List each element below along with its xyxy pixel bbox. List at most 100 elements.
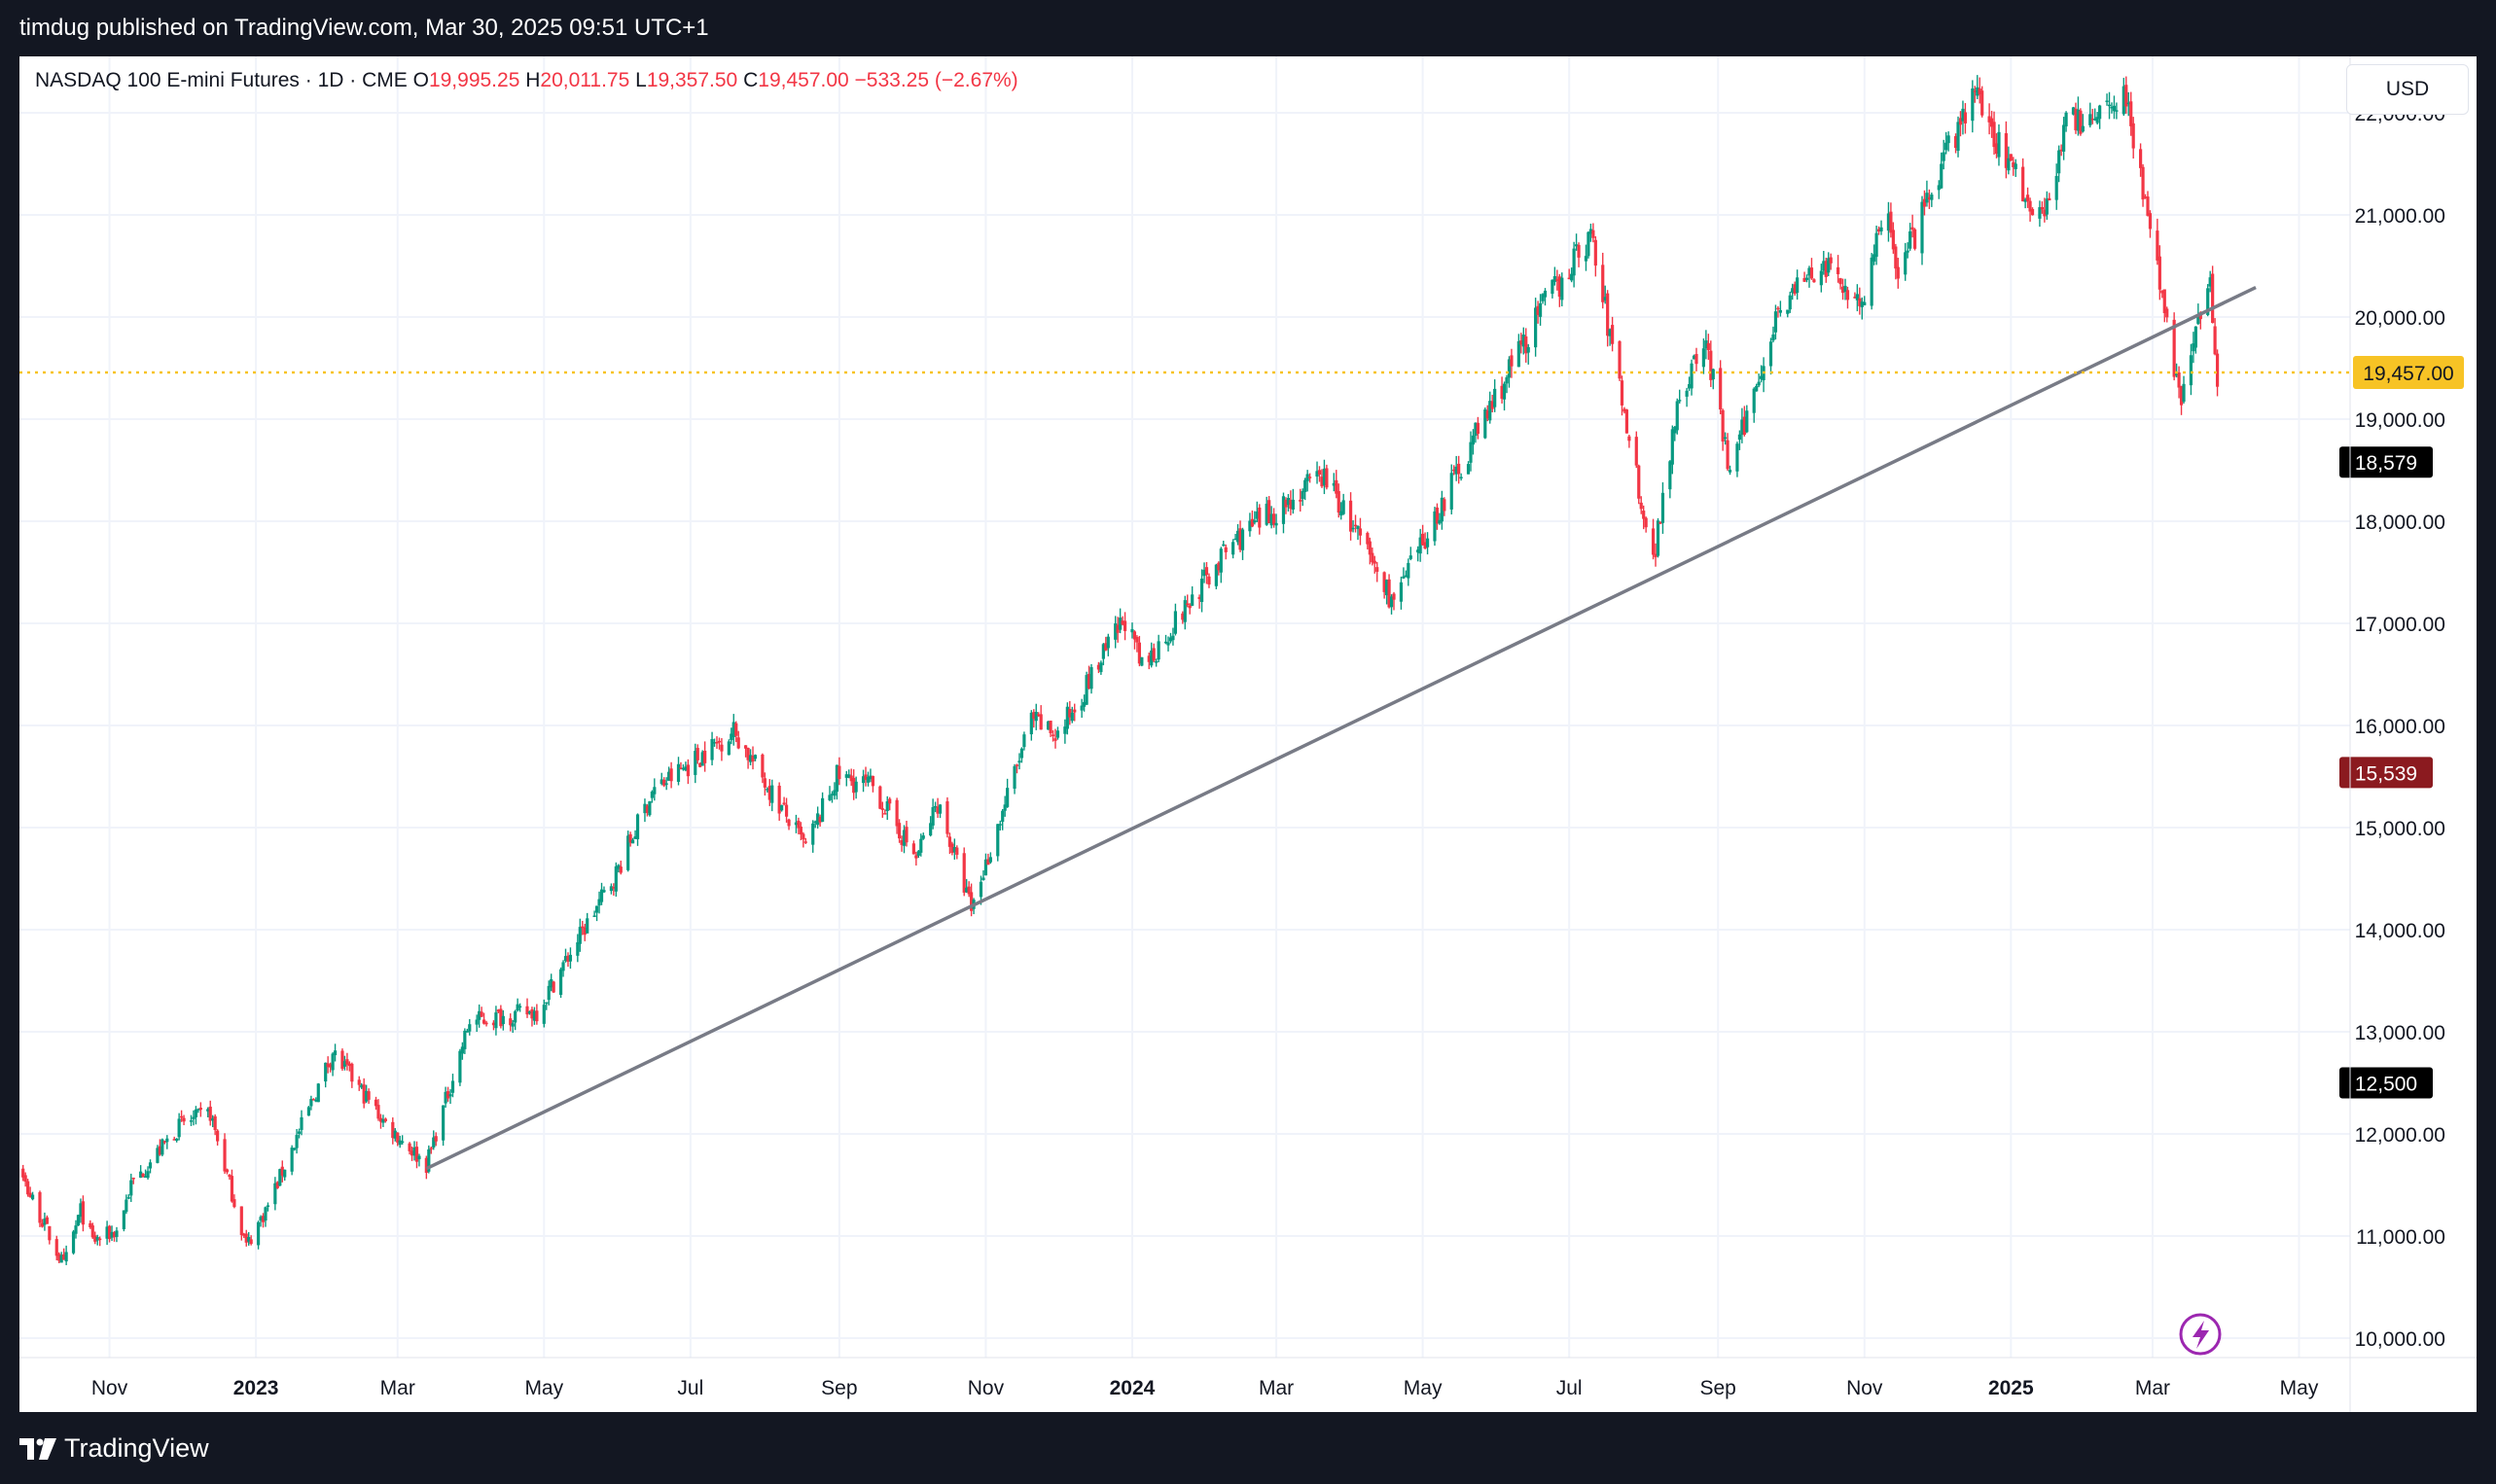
candle-body [480,1011,483,1017]
candle-body [983,859,988,876]
candle-body [1065,706,1069,729]
candle-body [947,836,952,847]
low-label: L [635,69,647,91]
candle-body [1896,266,1900,279]
candle-body [1704,340,1708,349]
candle-body [2081,125,2085,132]
candle-body [833,790,837,796]
candle-body [1399,582,1404,602]
candle-body [2098,105,2102,120]
candle-body [290,1148,294,1172]
price-tick-label: 20,000.00 [2355,307,2445,330]
candle-body [2206,288,2210,315]
candle-body [761,754,765,778]
candle-body [432,1137,436,1148]
candle-body [1443,499,1446,512]
candle-body [861,776,866,784]
candle-body [266,1205,270,1207]
candle-body [1404,575,1408,578]
candle-body [2079,110,2083,134]
candle-body [1963,112,1968,124]
candle-body [1855,294,1859,300]
candle-body [803,841,807,843]
candle-body [1719,368,1723,410]
candle-body [2131,123,2135,149]
candle-body [509,1018,513,1026]
candle-body [1202,569,1206,577]
candle-body [1771,334,1775,341]
candle-body [784,804,789,817]
candle-body [211,1118,215,1121]
candle-body [830,794,835,795]
candle-body [518,1006,522,1008]
candle-body [468,1024,472,1032]
candle-body [1034,712,1038,722]
candle-body [345,1059,349,1065]
candle-body [838,765,841,780]
candle-body [1721,409,1725,442]
high-value: 20,011.75 [540,69,630,91]
candle-body [1728,470,1732,473]
lightning-icon[interactable] [2179,1313,2222,1356]
candle-body [1644,517,1648,528]
candle-body [933,805,938,808]
candle-body [727,741,731,756]
price-chart[interactable]: 19,457.00 18,579 15,539 12,500 10,000.00 11,… [19,56,2477,1412]
candle-body [401,1141,405,1144]
candle-body [342,1061,347,1067]
candle-body [1099,662,1103,673]
tradingview-brand[interactable]: TradingView [19,1433,209,1464]
currency-button[interactable]: USD [2346,64,2469,115]
candle-body [444,1091,447,1104]
price-tick-label: 21,000.00 [2355,205,2445,228]
change-value: −533.25 (−2.67%) [854,69,1018,91]
candle-body [720,744,724,752]
candle-body [264,1207,267,1221]
time-tick-label: Sep [821,1377,857,1399]
candle-body [1006,788,1010,807]
candle-body [484,1022,488,1025]
candle-body [1836,266,1840,274]
candle-body [511,1023,515,1027]
candle-body [1872,254,1876,262]
candle-body [938,804,943,814]
candle-body [1339,511,1343,516]
candle-body [2215,353,2220,387]
candle-body [662,779,666,786]
trendline [425,285,2257,1171]
candle-body [1778,309,1782,313]
candle-body [329,1064,333,1068]
candle-body [383,1118,387,1121]
time-tick-label: Sep [1700,1377,1736,1399]
candle-body [228,1175,232,1178]
candle-body [79,1203,83,1218]
candle-body [1654,553,1658,557]
candle-body [532,1010,537,1021]
candle-body [2057,150,2061,174]
candle-body [2156,230,2159,261]
candle-body [1055,730,1060,738]
candle-body [1493,388,1497,407]
candle-body [1796,277,1800,294]
candle-body [1634,437,1638,466]
candle-body [1618,340,1622,379]
chart-area[interactable]: 19,457.00 18,579 15,539 12,500 10,000.00 11,… [19,56,2477,1412]
candle-body [64,1252,68,1262]
candle-body [2160,290,2164,294]
symbol-name[interactable]: NASDAQ 100 E-mini Futures · 1D · CME [35,69,408,91]
time-tick-label: 2024 [1110,1377,1156,1399]
candle-body [1601,265,1605,302]
candle-body [2054,175,2058,200]
candle-body [626,835,630,870]
candle-body [2196,315,2200,324]
candle-body [26,1181,30,1195]
candle-body [2157,256,2161,290]
candle-body [2126,102,2130,105]
candle-body [1199,578,1204,602]
candle-body [1389,596,1394,608]
candle-body [1049,721,1052,733]
candle-body [1694,354,1698,365]
candle-body [326,1063,330,1068]
candle-body [1070,712,1074,722]
candle-body [1068,709,1072,718]
